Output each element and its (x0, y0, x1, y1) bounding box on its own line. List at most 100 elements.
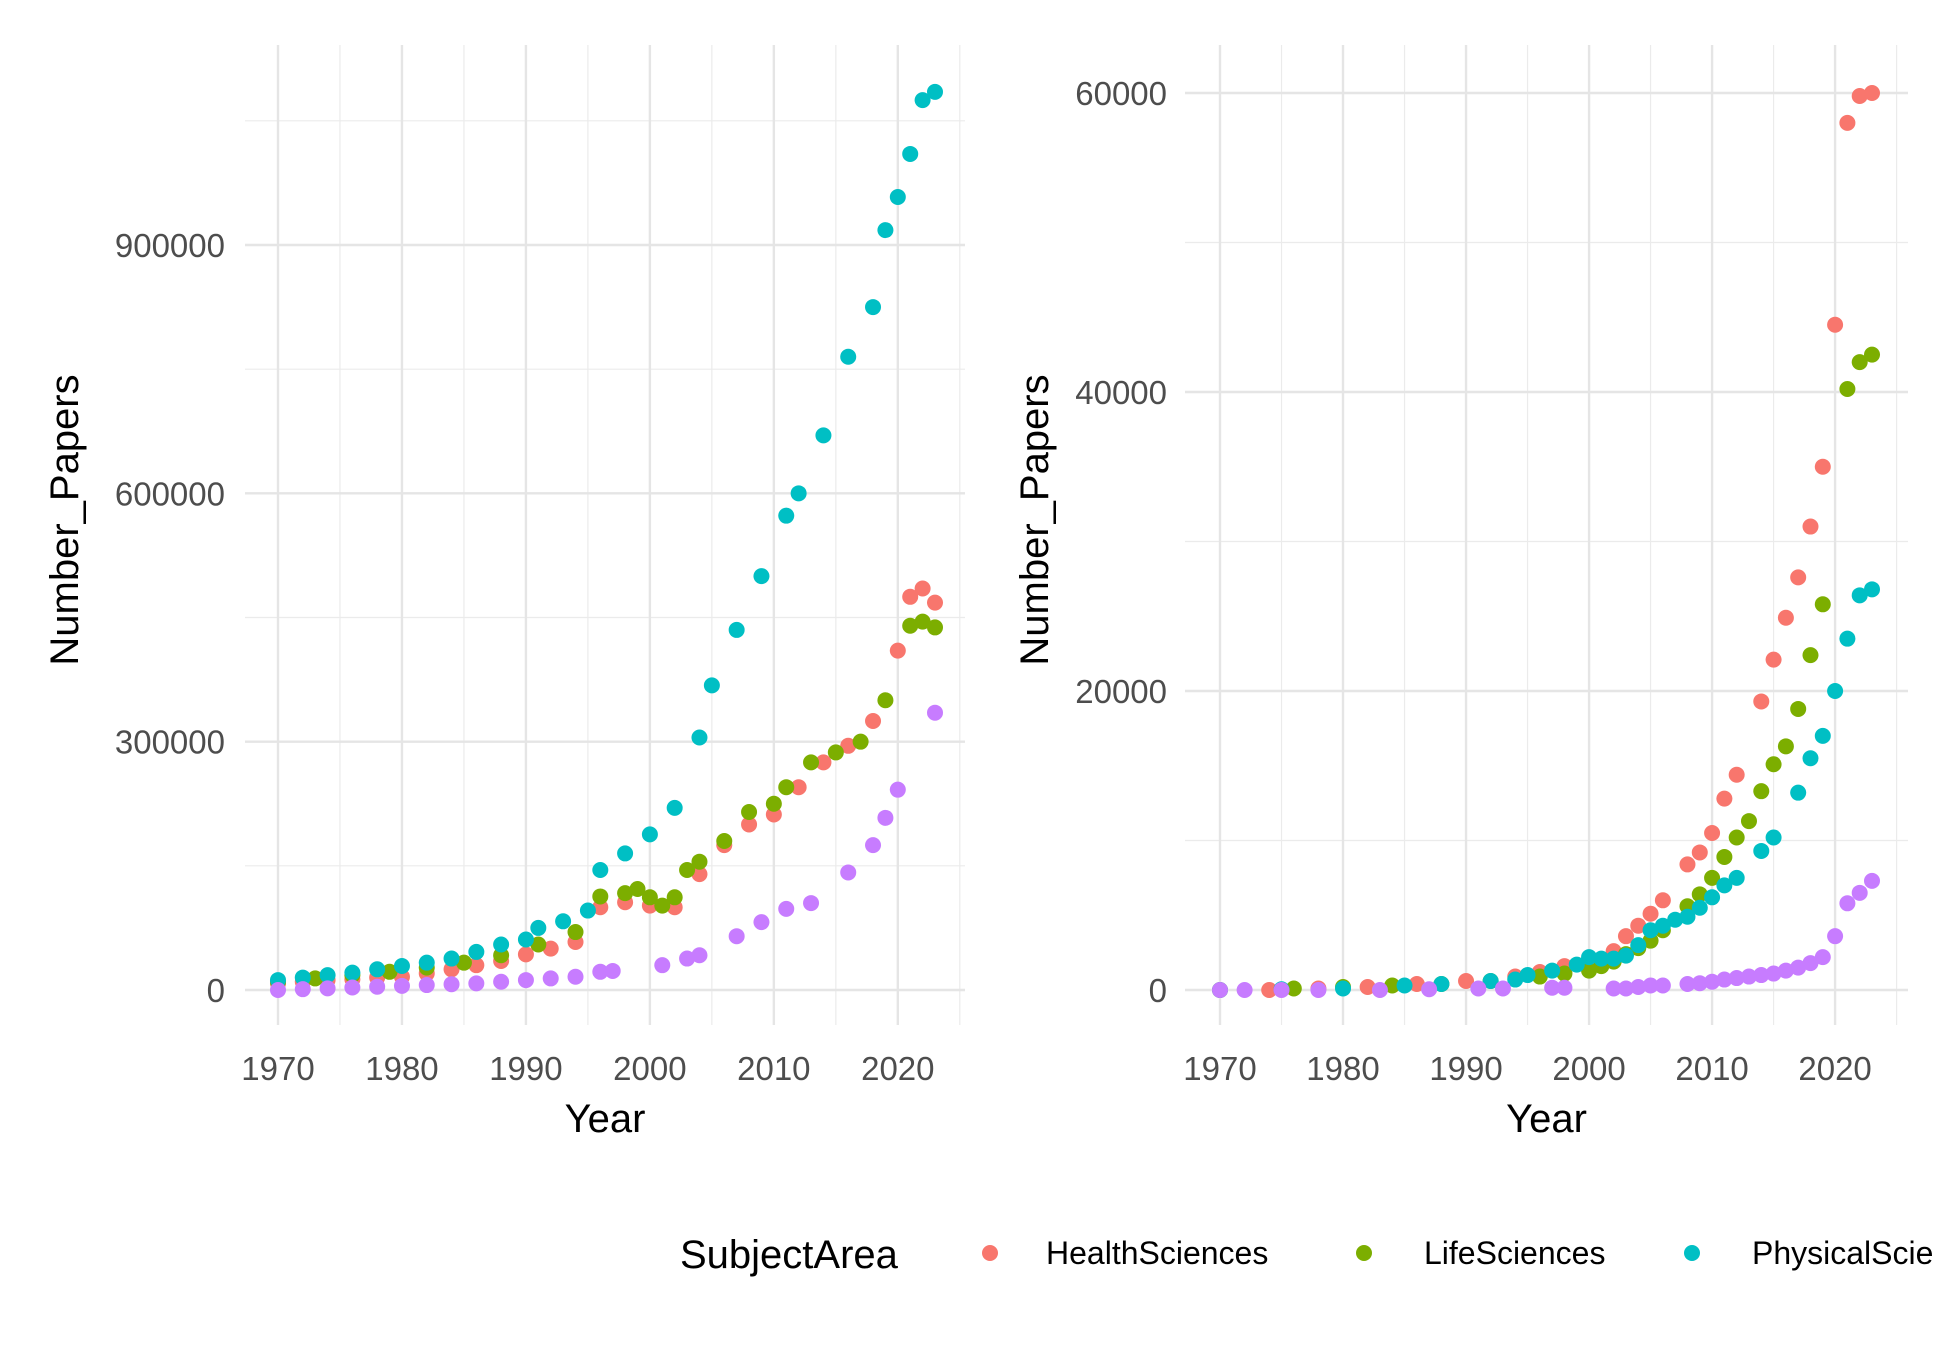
data-point (1654, 917, 1671, 934)
y-tick-label: 900000 (115, 227, 225, 264)
data-point (1728, 869, 1745, 886)
data-point (629, 881, 646, 898)
data-point (1740, 813, 1757, 830)
data-point (1790, 784, 1807, 801)
data-point (1728, 970, 1745, 987)
data-point (753, 914, 770, 931)
data-point (443, 950, 460, 967)
data-point (579, 902, 596, 919)
data-point (1716, 848, 1733, 865)
data-point (319, 980, 336, 997)
data-point (1593, 950, 1610, 967)
data-point (1839, 895, 1856, 912)
data-point (381, 963, 398, 980)
data-point (1753, 967, 1770, 984)
data-point (1864, 581, 1880, 598)
data-point (1273, 982, 1290, 998)
data-point (914, 92, 931, 109)
data-point (703, 677, 720, 694)
data-point (493, 936, 510, 953)
data-point (790, 485, 807, 502)
data-point (741, 804, 758, 821)
legend-label-health: HealthSciences (1046, 1235, 1268, 1271)
series-3 (270, 704, 943, 998)
data-point (877, 692, 894, 709)
data-point (1814, 949, 1831, 966)
x-axis-title: Year (565, 1097, 646, 1141)
data-point (902, 588, 919, 605)
left-panel: 1970 1980 1990 2000 2010 2020 0 300000 600000 900… (43, 45, 965, 1141)
data-point (1704, 973, 1721, 990)
data-point (530, 919, 547, 936)
data-point (393, 957, 410, 974)
data-point (790, 779, 807, 796)
data-point (1777, 738, 1794, 755)
data-point (1790, 700, 1807, 717)
data-point (1864, 85, 1880, 101)
data-point (455, 954, 472, 971)
data-point (517, 931, 534, 948)
data-point (517, 946, 534, 963)
series-1 (1212, 346, 1880, 998)
data-point (555, 913, 572, 930)
data-point (542, 940, 559, 957)
data-point (1864, 872, 1880, 889)
data-point (741, 816, 758, 833)
data-point (1827, 928, 1844, 945)
series-2 (270, 83, 943, 989)
legend-label-physical: PhysicalScie (1752, 1235, 1933, 1271)
data-point (1482, 973, 1499, 990)
data-point (1716, 971, 1733, 988)
data-point (592, 963, 609, 980)
data-point (654, 957, 671, 974)
data-point (1605, 980, 1622, 997)
data-point (517, 972, 534, 989)
data-point (1556, 979, 1573, 996)
data-point (1617, 947, 1634, 964)
data-point (1802, 955, 1819, 972)
data-point (294, 969, 311, 986)
data-point (1802, 647, 1819, 664)
data-point (1790, 569, 1807, 586)
data-point (1777, 609, 1794, 626)
data-point (1802, 750, 1819, 767)
data-point (1753, 693, 1770, 710)
data-point (666, 799, 683, 816)
data-point (902, 617, 919, 634)
data-point (914, 580, 931, 597)
data-point (641, 889, 658, 906)
data-point (1839, 630, 1856, 647)
data-point (1433, 976, 1450, 993)
y-tick-label: 600000 (115, 475, 225, 512)
data-point (1470, 980, 1487, 997)
data-point (1691, 899, 1708, 916)
data-point (1814, 727, 1831, 744)
series-3 (1212, 872, 1880, 998)
data-point (927, 704, 943, 721)
data-point (827, 744, 844, 761)
legend-swatch-health (982, 1245, 998, 1261)
data-point (1790, 959, 1807, 976)
data-point (1802, 518, 1819, 535)
data-point (1679, 908, 1696, 925)
y-tick-label: 40000 (1075, 374, 1167, 411)
data-point (1765, 756, 1782, 773)
data-point (369, 978, 386, 995)
grid (1185, 45, 1908, 1025)
data-point (1630, 917, 1647, 934)
data-point (840, 348, 857, 365)
data-point (840, 737, 857, 754)
data-point (617, 885, 634, 902)
data-point (1864, 346, 1880, 363)
data-point (1556, 965, 1573, 982)
data-point (1740, 968, 1757, 985)
data-point (778, 507, 795, 524)
y-tick-label: 300000 (115, 724, 225, 761)
data-point (1408, 976, 1425, 993)
data-point (344, 964, 361, 981)
data-point (1458, 973, 1475, 990)
data-point (1630, 979, 1647, 996)
x-axis-title: Year (1506, 1097, 1587, 1141)
data-point (1765, 965, 1782, 982)
y-tick-label: 0 (1149, 972, 1167, 1009)
